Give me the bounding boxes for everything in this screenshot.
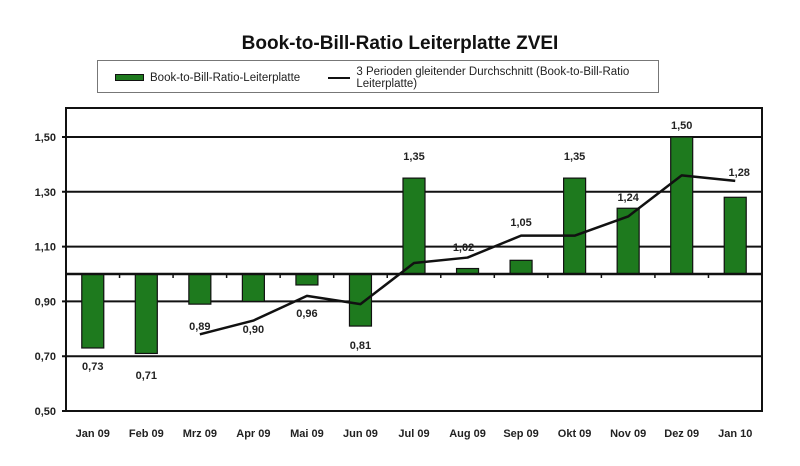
legend-line-swatch-icon — [328, 76, 351, 79]
x-tick-label: Aug 09 — [449, 428, 486, 440]
bar — [402, 177, 426, 275]
bar — [81, 273, 105, 349]
legend-bar-label: Book-to-Bill-Ratio-Leiterplatte — [150, 71, 301, 84]
x-tick-label: Jan 10 — [718, 428, 752, 440]
data-label: 0,73 — [82, 361, 103, 373]
data-label: 1,28 — [729, 167, 750, 179]
y-tick-label: 1,10 — [35, 242, 56, 254]
y-tick-label: 0,90 — [35, 296, 56, 308]
x-tick-label: Apr 09 — [236, 428, 270, 440]
legend-line-label: 3 Perioden gleitender Durchschnitt (Book… — [356, 65, 630, 90]
data-label: 1,24 — [617, 192, 639, 204]
bar — [348, 273, 373, 327]
legend-item-line: 3 Perioden gleitender Durchschnitt (Book… — [328, 61, 658, 94]
bar — [670, 136, 694, 275]
chart-legend: Book-to-Bill-Ratio-Leiterplatte 3 Period… — [97, 60, 659, 93]
legend-item-bar: Book-to-Bill-Ratio-Leiterplatte — [115, 61, 300, 94]
data-label: 0,96 — [296, 308, 317, 320]
x-tick-label: Okt 09 — [558, 428, 592, 440]
legend-bar-swatch-icon — [115, 74, 144, 81]
data-label: 0,90 — [243, 324, 264, 336]
data-label: 1,02 — [453, 242, 474, 254]
data-label: 1,50 — [671, 120, 692, 132]
y-tick-label: 0,70 — [35, 351, 56, 363]
x-tick-label: Nov 09 — [610, 428, 646, 440]
x-tick-label: Sep 09 — [503, 428, 538, 440]
data-label: 0,89 — [189, 321, 210, 333]
bar — [188, 273, 212, 305]
data-label: 0,81 — [350, 340, 371, 352]
x-tick-label: Mrz 09 — [183, 428, 217, 440]
x-tick-label: Jun 09 — [343, 428, 378, 440]
moving-average-line — [199, 174, 736, 336]
y-tick-label: 0,50 — [35, 406, 56, 418]
bar — [134, 273, 158, 355]
data-label: 0,71 — [136, 370, 157, 382]
bar — [509, 259, 533, 275]
x-tick-label: Feb 09 — [129, 428, 164, 440]
bar — [241, 273, 265, 302]
data-label: 1,35 — [403, 151, 424, 163]
chart-title: Book-to-Bill-Ratio Leiterplatte ZVEI — [241, 33, 559, 54]
x-tick-label: Mai 09 — [290, 428, 324, 440]
bar — [723, 196, 747, 275]
data-label: 1,05 — [510, 217, 531, 229]
y-tick-label: 1,50 — [35, 132, 56, 144]
data-label: 1,35 — [564, 151, 585, 163]
x-tick-label: Jan 09 — [76, 428, 110, 440]
x-tick-label: Dez 09 — [664, 428, 699, 440]
bar — [563, 177, 587, 275]
bar — [295, 273, 319, 286]
x-tick-label: Jul 09 — [398, 428, 429, 440]
y-tick-label: 1,30 — [35, 187, 56, 199]
